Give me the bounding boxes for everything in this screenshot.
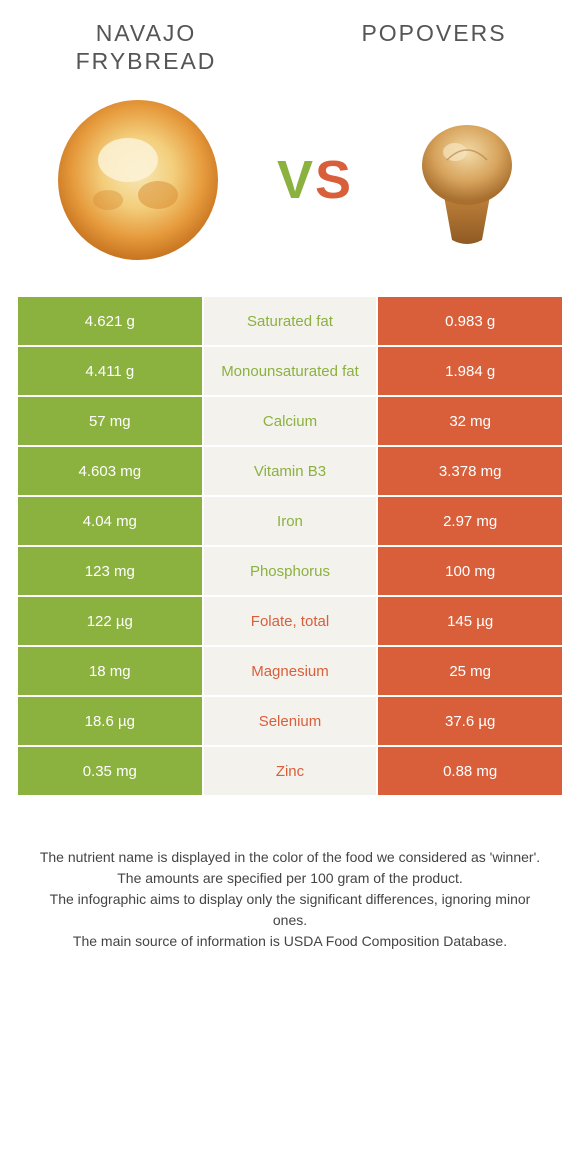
table-row: 4.621 gSaturated fat0.983 g bbox=[17, 296, 563, 346]
table-row: 18 mgMagnesium25 mg bbox=[17, 646, 563, 696]
images-row: VS bbox=[16, 85, 564, 295]
nutrient-left-value: 57 mg bbox=[17, 396, 203, 446]
food-left-image bbox=[53, 95, 223, 265]
footer-line: The amounts are specified per 100 gram o… bbox=[36, 868, 544, 889]
nutrient-name: Folate, total bbox=[203, 596, 378, 646]
nutrient-right-value: 37.6 µg bbox=[377, 696, 563, 746]
nutrient-right-value: 0.88 mg bbox=[377, 746, 563, 796]
nutrient-right-value: 32 mg bbox=[377, 396, 563, 446]
nutrient-name: Monounsaturated fat bbox=[203, 346, 378, 396]
nutrient-left-value: 122 µg bbox=[17, 596, 203, 646]
nutrient-name: Selenium bbox=[203, 696, 378, 746]
table-row: 57 mgCalcium32 mg bbox=[17, 396, 563, 446]
nutrient-right-value: 25 mg bbox=[377, 646, 563, 696]
nutrient-left-value: 123 mg bbox=[17, 546, 203, 596]
table-row: 4.04 mgIron2.97 mg bbox=[17, 496, 563, 546]
nutrient-right-value: 2.97 mg bbox=[377, 496, 563, 546]
nutrient-name: Vitamin B3 bbox=[203, 446, 378, 496]
header: Navajo frybread Popovers bbox=[16, 20, 564, 85]
nutrient-left-value: 4.621 g bbox=[17, 296, 203, 346]
footer-line: The nutrient name is displayed in the co… bbox=[36, 847, 544, 868]
nutrient-left-value: 18.6 µg bbox=[17, 696, 203, 746]
food-left-title: Navajo frybread bbox=[36, 20, 256, 75]
vs-v: V bbox=[277, 150, 315, 210]
footer-notes: The nutrient name is displayed in the co… bbox=[16, 797, 564, 952]
food-right-title: Popovers bbox=[324, 20, 544, 48]
nutrient-name: Iron bbox=[203, 496, 378, 546]
table-row: 0.35 mgZinc0.88 mg bbox=[17, 746, 563, 796]
nutrient-left-value: 4.411 g bbox=[17, 346, 203, 396]
nutrient-name: Calcium bbox=[203, 396, 378, 446]
table-row: 4.411 gMonounsaturated fat1.984 g bbox=[17, 346, 563, 396]
vs-s: S bbox=[315, 150, 353, 210]
popover-icon bbox=[407, 110, 527, 250]
nutrient-table: 4.621 gSaturated fat0.983 g4.411 gMonoun… bbox=[16, 295, 564, 797]
footer-line: The main source of information is USDA F… bbox=[36, 931, 544, 952]
food-right-image bbox=[407, 110, 527, 250]
nutrient-right-value: 145 µg bbox=[377, 596, 563, 646]
nutrient-left-value: 18 mg bbox=[17, 646, 203, 696]
nutrient-right-value: 3.378 mg bbox=[377, 446, 563, 496]
frybread-icon bbox=[53, 95, 223, 265]
nutrient-right-value: 1.984 g bbox=[377, 346, 563, 396]
nutrient-left-value: 4.603 mg bbox=[17, 446, 203, 496]
nutrient-right-value: 100 mg bbox=[377, 546, 563, 596]
nutrient-name: Zinc bbox=[203, 746, 378, 796]
table-row: 4.603 mgVitamin B33.378 mg bbox=[17, 446, 563, 496]
nutrient-left-value: 0.35 mg bbox=[17, 746, 203, 796]
table-row: 122 µgFolate, total145 µg bbox=[17, 596, 563, 646]
nutrient-name: Phosphorus bbox=[203, 546, 378, 596]
table-row: 123 mgPhosphorus100 mg bbox=[17, 546, 563, 596]
nutrient-name: Saturated fat bbox=[203, 296, 378, 346]
nutrient-left-value: 4.04 mg bbox=[17, 496, 203, 546]
table-row: 18.6 µgSelenium37.6 µg bbox=[17, 696, 563, 746]
footer-line: The infographic aims to display only the… bbox=[36, 889, 544, 931]
nutrient-name: Magnesium bbox=[203, 646, 378, 696]
nutrient-right-value: 0.983 g bbox=[377, 296, 563, 346]
vs-label: VS bbox=[277, 149, 353, 211]
